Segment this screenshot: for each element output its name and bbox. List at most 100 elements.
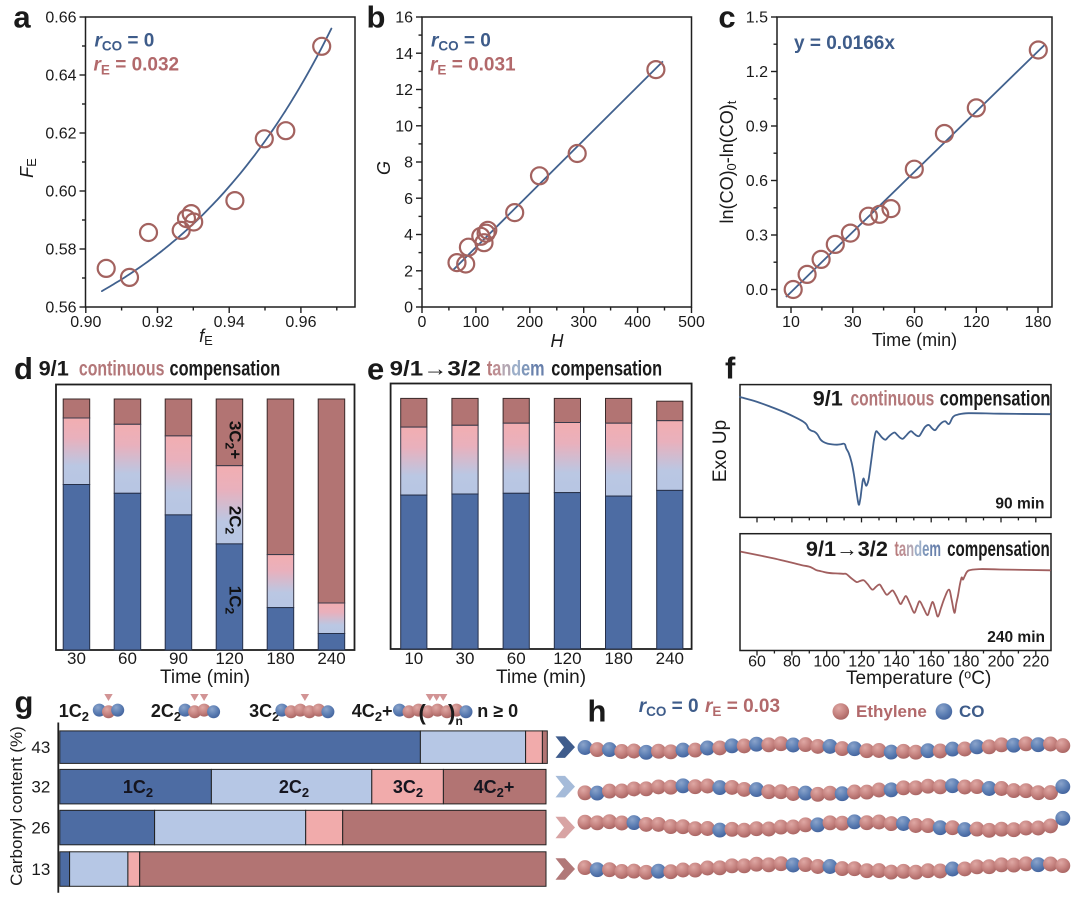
svg-text:10: 10	[395, 118, 413, 135]
svg-text:0: 0	[418, 314, 427, 331]
svg-text:9/1: 9/1	[39, 358, 70, 381]
svg-text:30: 30	[456, 649, 475, 668]
svg-text:g: g	[15, 685, 34, 720]
svg-text:80: 80	[783, 654, 801, 671]
svg-text:180: 180	[1025, 314, 1052, 331]
svg-text:y = 0.0166x: y = 0.0166x	[794, 33, 895, 54]
svg-text:FE: FE	[17, 158, 39, 178]
svg-text:3C2+: 3C2+	[223, 421, 245, 459]
svg-text:a: a	[13, 0, 31, 35]
svg-text:Time (min): Time (min)	[160, 667, 250, 688]
svg-text:30: 30	[844, 314, 862, 331]
svg-text:n ≥ 0: n ≥ 0	[477, 701, 518, 721]
svg-text:240: 240	[656, 649, 684, 668]
svg-text:H: H	[551, 331, 565, 351]
svg-text:2C2: 2C2	[151, 701, 181, 724]
svg-text:13: 13	[31, 860, 50, 879]
svg-text:240: 240	[317, 649, 345, 668]
svg-text:fE: fE	[199, 326, 213, 348]
svg-text:180: 180	[266, 649, 294, 668]
svg-text:200: 200	[516, 314, 543, 331]
svg-text:rCO = 0: rCO = 0	[95, 31, 155, 54]
svg-text:compensation: compensation	[170, 358, 281, 381]
svg-text:1.2: 1.2	[746, 64, 768, 81]
svg-text:200: 200	[988, 654, 1015, 671]
svg-text:0.64: 0.64	[45, 68, 76, 85]
svg-text:4C2+: 4C2+	[474, 777, 515, 800]
svg-text:0.62: 0.62	[45, 126, 76, 143]
svg-text:h: h	[588, 694, 607, 729]
svg-text:Ethylene: Ethylene	[856, 702, 927, 721]
svg-text:10: 10	[782, 314, 800, 331]
svg-text:Time (min): Time (min)	[496, 667, 586, 688]
svg-text:compensation: compensation	[551, 358, 662, 381]
svg-text:3C2: 3C2	[249, 701, 279, 724]
svg-text:0.3: 0.3	[746, 228, 768, 245]
svg-text:14: 14	[395, 46, 413, 63]
svg-text:0.60: 0.60	[45, 184, 76, 201]
svg-text:0.90: 0.90	[70, 314, 101, 331]
svg-text:8: 8	[404, 155, 413, 172]
svg-text:1C2: 1C2	[223, 586, 245, 615]
svg-text:Temperature (oC): Temperature (oC)	[846, 668, 991, 690]
svg-text:rCO = 0: rCO = 0	[431, 31, 491, 54]
svg-text:): )	[448, 700, 455, 725]
svg-text:n: n	[456, 714, 463, 728]
svg-text:180: 180	[953, 654, 980, 671]
svg-text:Time (min): Time (min)	[872, 330, 957, 350]
svg-text:rE = 0.03: rE = 0.03	[705, 696, 780, 719]
svg-text:0.66: 0.66	[45, 10, 76, 27]
svg-text:0: 0	[404, 300, 413, 317]
svg-text:60: 60	[507, 649, 526, 668]
svg-text:500: 500	[678, 314, 705, 331]
svg-text:140: 140	[883, 654, 910, 671]
svg-text:1C2: 1C2	[123, 777, 153, 800]
svg-text:90: 90	[169, 649, 188, 668]
svg-text:rE = 0.031: rE = 0.031	[430, 55, 516, 78]
svg-text:0.9: 0.9	[746, 119, 768, 136]
svg-text:rCO = 0: rCO = 0	[639, 696, 699, 719]
svg-text:180: 180	[604, 649, 632, 668]
svg-text:160: 160	[918, 654, 945, 671]
svg-text:continuous: continuous	[851, 388, 935, 411]
svg-text:120: 120	[553, 649, 581, 668]
svg-text:0.0: 0.0	[746, 282, 768, 299]
svg-text:120: 120	[963, 314, 990, 331]
svg-text:32: 32	[31, 778, 50, 797]
svg-text:f: f	[725, 351, 736, 386]
svg-text:G: G	[374, 161, 394, 175]
svg-text:CO: CO	[959, 702, 985, 721]
svg-text:2C2: 2C2	[223, 506, 245, 535]
svg-text:60: 60	[906, 314, 924, 331]
svg-text:400: 400	[624, 314, 651, 331]
svg-text:100: 100	[813, 654, 840, 671]
svg-text:(: (	[419, 700, 427, 725]
svg-text:60: 60	[118, 649, 137, 668]
svg-text:compensation: compensation	[940, 388, 1051, 411]
svg-text:220: 220	[1022, 654, 1049, 671]
svg-text:c: c	[718, 0, 735, 35]
svg-text:0.56: 0.56	[45, 300, 76, 317]
svg-text:1.5: 1.5	[746, 10, 768, 27]
svg-text:9/1: 9/1	[813, 388, 843, 411]
svg-text:0.6: 0.6	[746, 173, 768, 190]
svg-text:3C2: 3C2	[393, 777, 423, 800]
svg-text:e: e	[367, 352, 384, 387]
svg-text:1C2: 1C2	[59, 701, 89, 724]
svg-text:26: 26	[31, 819, 50, 838]
svg-text:tandem: tandem	[895, 538, 942, 561]
svg-text:43: 43	[31, 738, 50, 757]
svg-text:continuous: continuous	[79, 358, 164, 381]
svg-text:compensation: compensation	[947, 538, 1050, 561]
svg-text:60: 60	[748, 654, 766, 671]
svg-text:b: b	[367, 0, 386, 35]
svg-text:12: 12	[395, 82, 413, 99]
svg-text:rE = 0.032: rE = 0.032	[94, 55, 180, 78]
svg-text:30: 30	[67, 649, 86, 668]
svg-text:16: 16	[395, 10, 413, 27]
svg-text:9/1→3/2: 9/1→3/2	[390, 358, 481, 381]
svg-text:0.96: 0.96	[285, 314, 316, 331]
svg-text:10: 10	[404, 649, 423, 668]
svg-text:d: d	[14, 351, 33, 386]
svg-text:2C2: 2C2	[279, 777, 309, 800]
